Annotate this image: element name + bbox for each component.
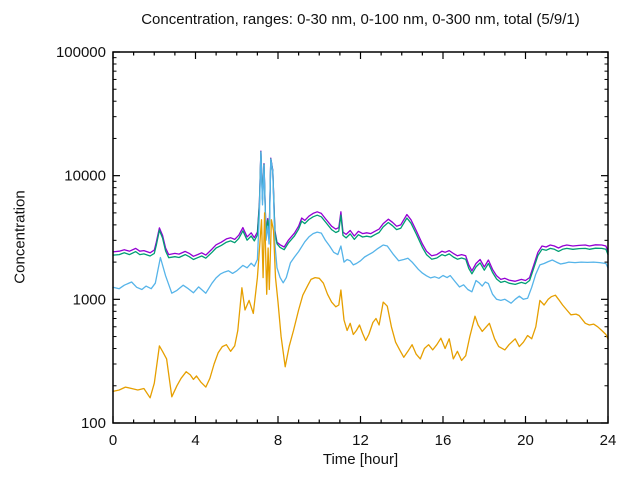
x-tick-label: 0: [109, 432, 117, 449]
x-tick-label: 20: [517, 432, 534, 449]
series-line-0-300-nm: [112, 151, 609, 286]
x-tick-label: 8: [274, 432, 282, 449]
series-line-total: [112, 150, 609, 282]
x-tick-label: 4: [191, 432, 199, 449]
plot-border: [112, 51, 609, 424]
x-tick-label: 24: [600, 432, 617, 449]
x-axis-label: Time [hour]: [322, 451, 399, 468]
x-tick-label: 16: [435, 432, 452, 449]
y-tick-label: 100: [81, 415, 106, 432]
y-tick-label: 100000: [56, 44, 106, 61]
y-axis-label: Concentration: [11, 190, 29, 284]
y-tick-label: 1000: [73, 291, 106, 308]
series-line-0-100-nm: [112, 151, 609, 304]
x-tick-label: 12: [352, 432, 369, 449]
series-line-0-30-nm: [112, 212, 609, 399]
y-tick-label: 10000: [64, 168, 106, 185]
chart-title: Concentration, ranges: 0-30 nm, 0-100 nm…: [141, 11, 580, 28]
